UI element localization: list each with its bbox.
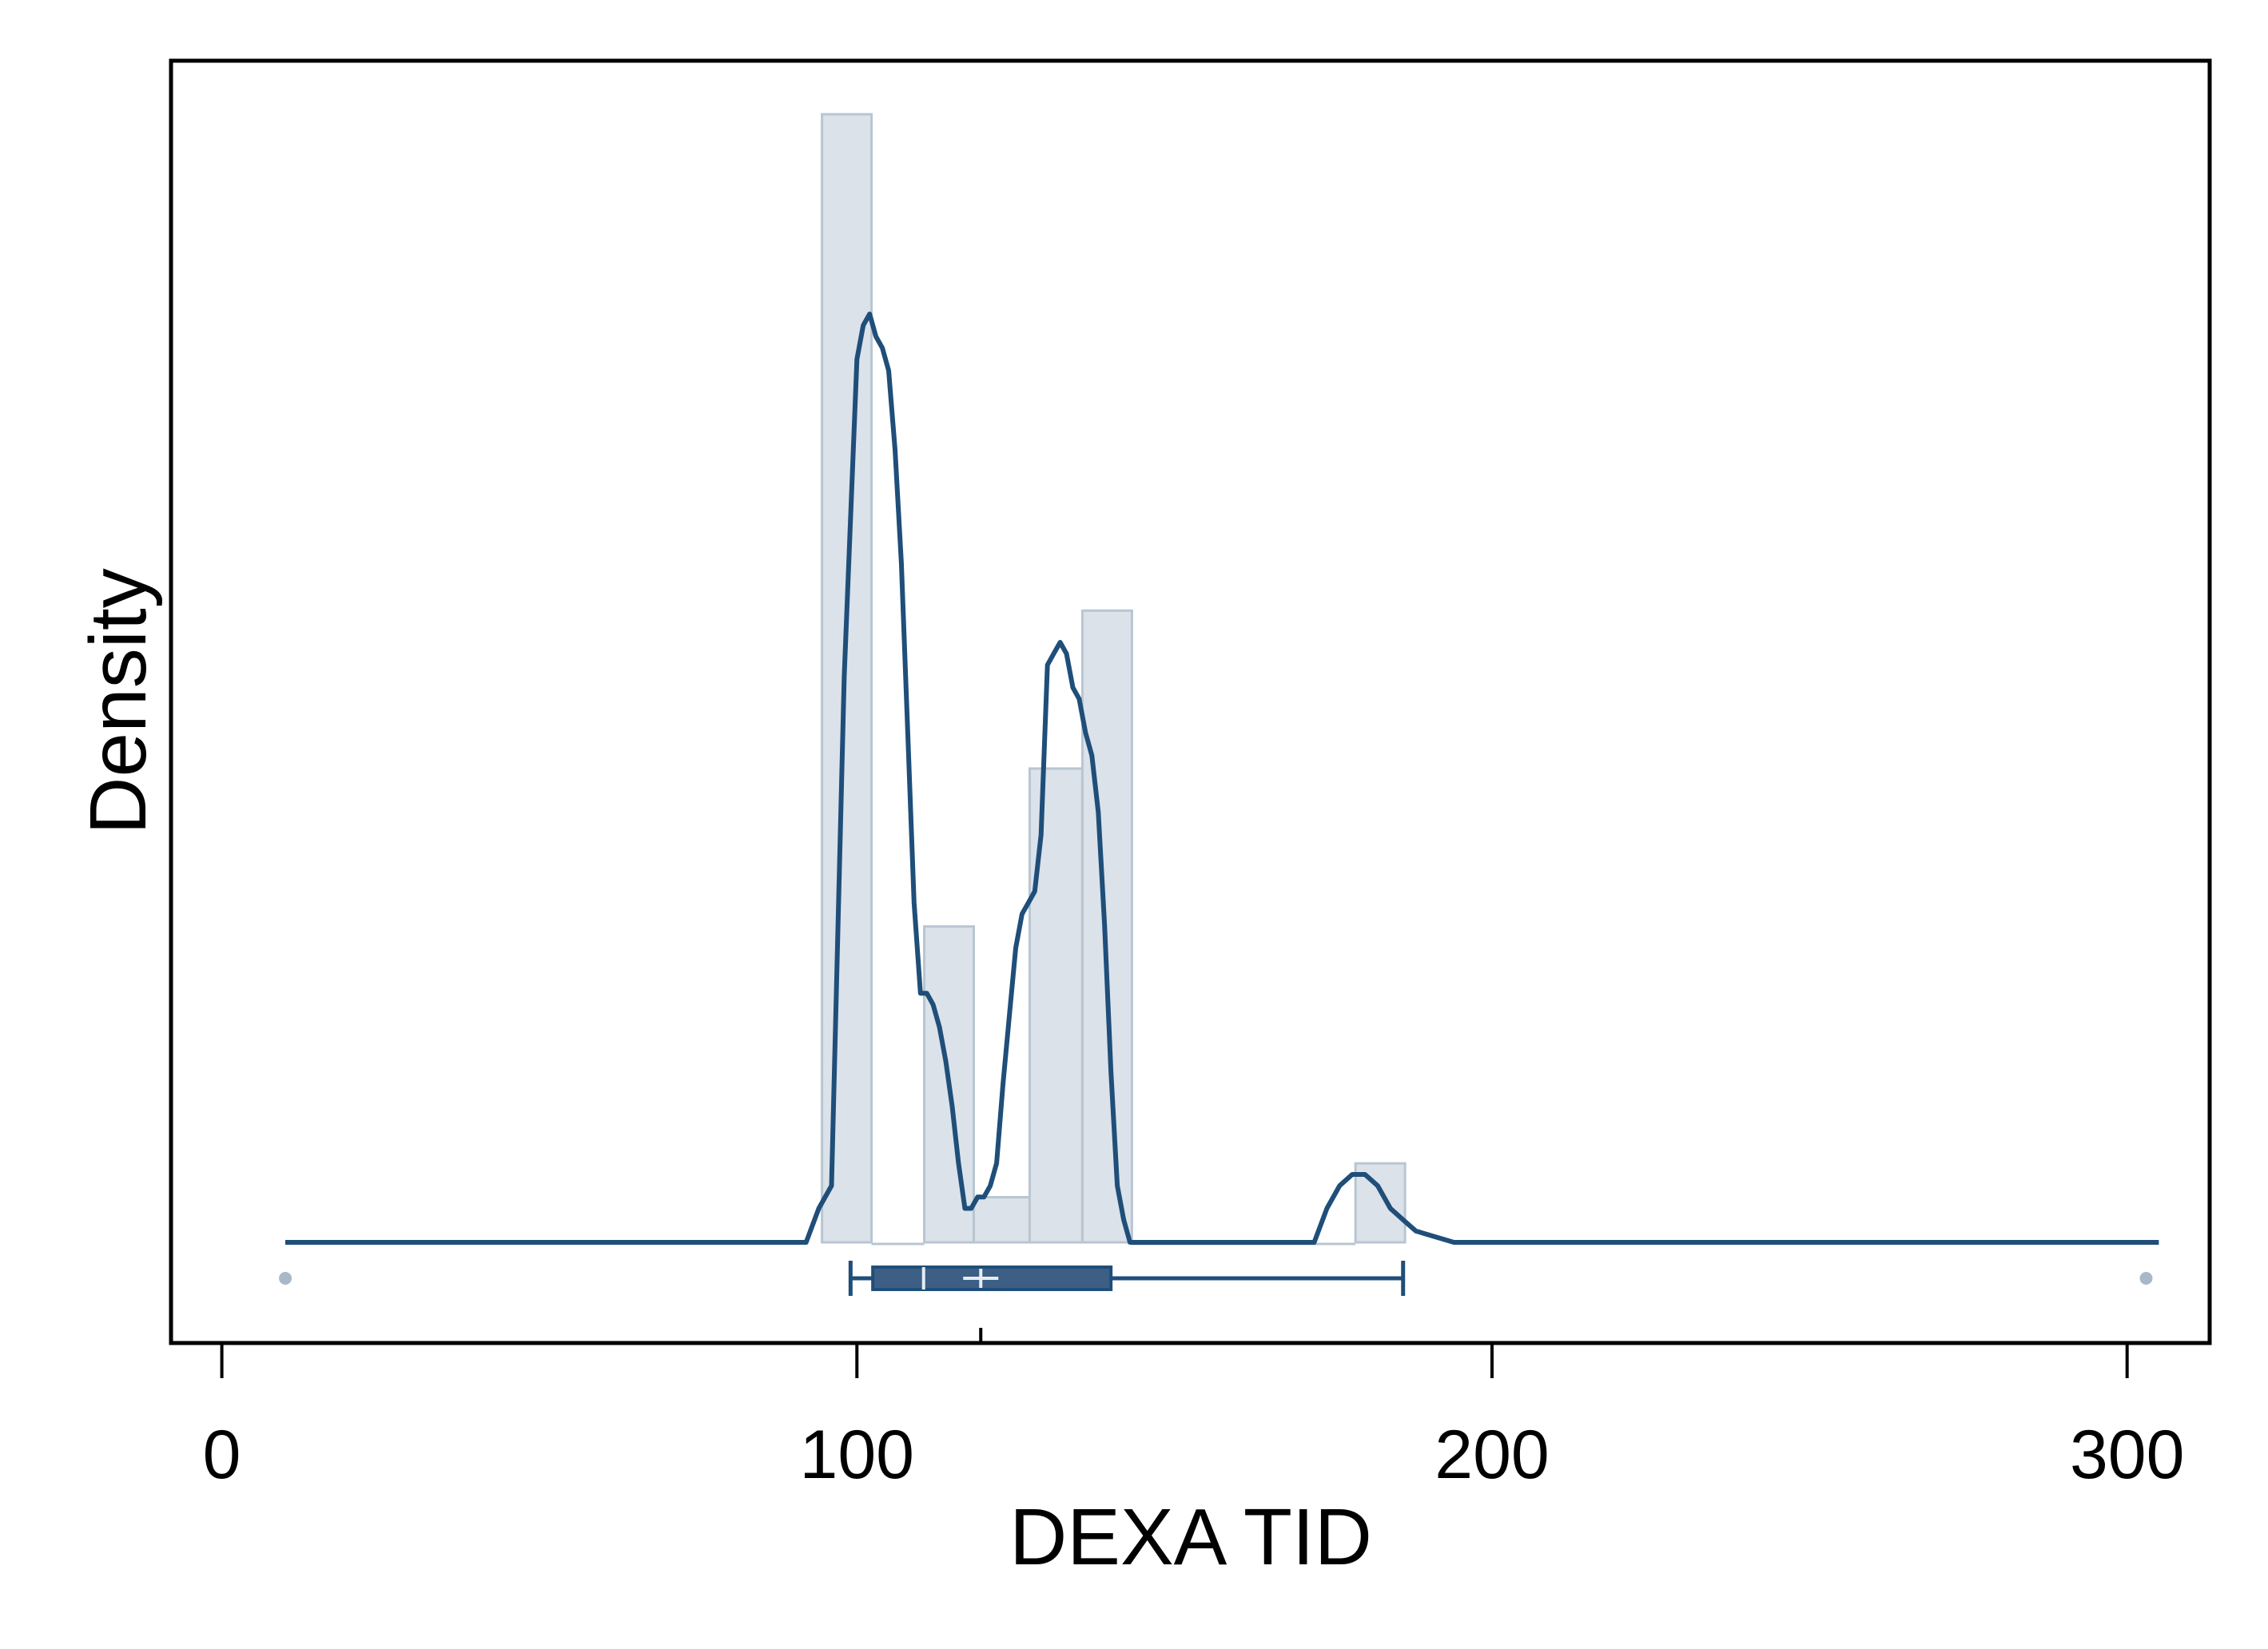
y-axis-title: Density xyxy=(74,568,163,834)
histogram-bar-5 xyxy=(1080,609,1133,1244)
x-tick-label-0: 0 xyxy=(203,1417,241,1493)
plot-frame xyxy=(169,58,2212,1345)
boxplot-outlier-0 xyxy=(279,1272,292,1285)
x-axis: 0 100 200 300 xyxy=(203,1343,2185,1493)
x-tick-label-300: 300 xyxy=(2070,1417,2185,1493)
x-axis-title: DEXA TID xyxy=(1009,1492,1372,1582)
histogram-bar-4 xyxy=(1028,767,1084,1244)
histogram-bar-0 xyxy=(821,113,873,1244)
x-tick-label-200: 200 xyxy=(1434,1417,1550,1493)
x-tick-label-100: 100 xyxy=(800,1417,915,1493)
density-curve-layer xyxy=(285,312,2159,1245)
histogram-bar-3 xyxy=(973,1196,1031,1244)
boxplot xyxy=(279,1261,2153,1343)
boxplot-outlier-1 xyxy=(2139,1272,2153,1285)
density-curve xyxy=(285,312,2159,1245)
